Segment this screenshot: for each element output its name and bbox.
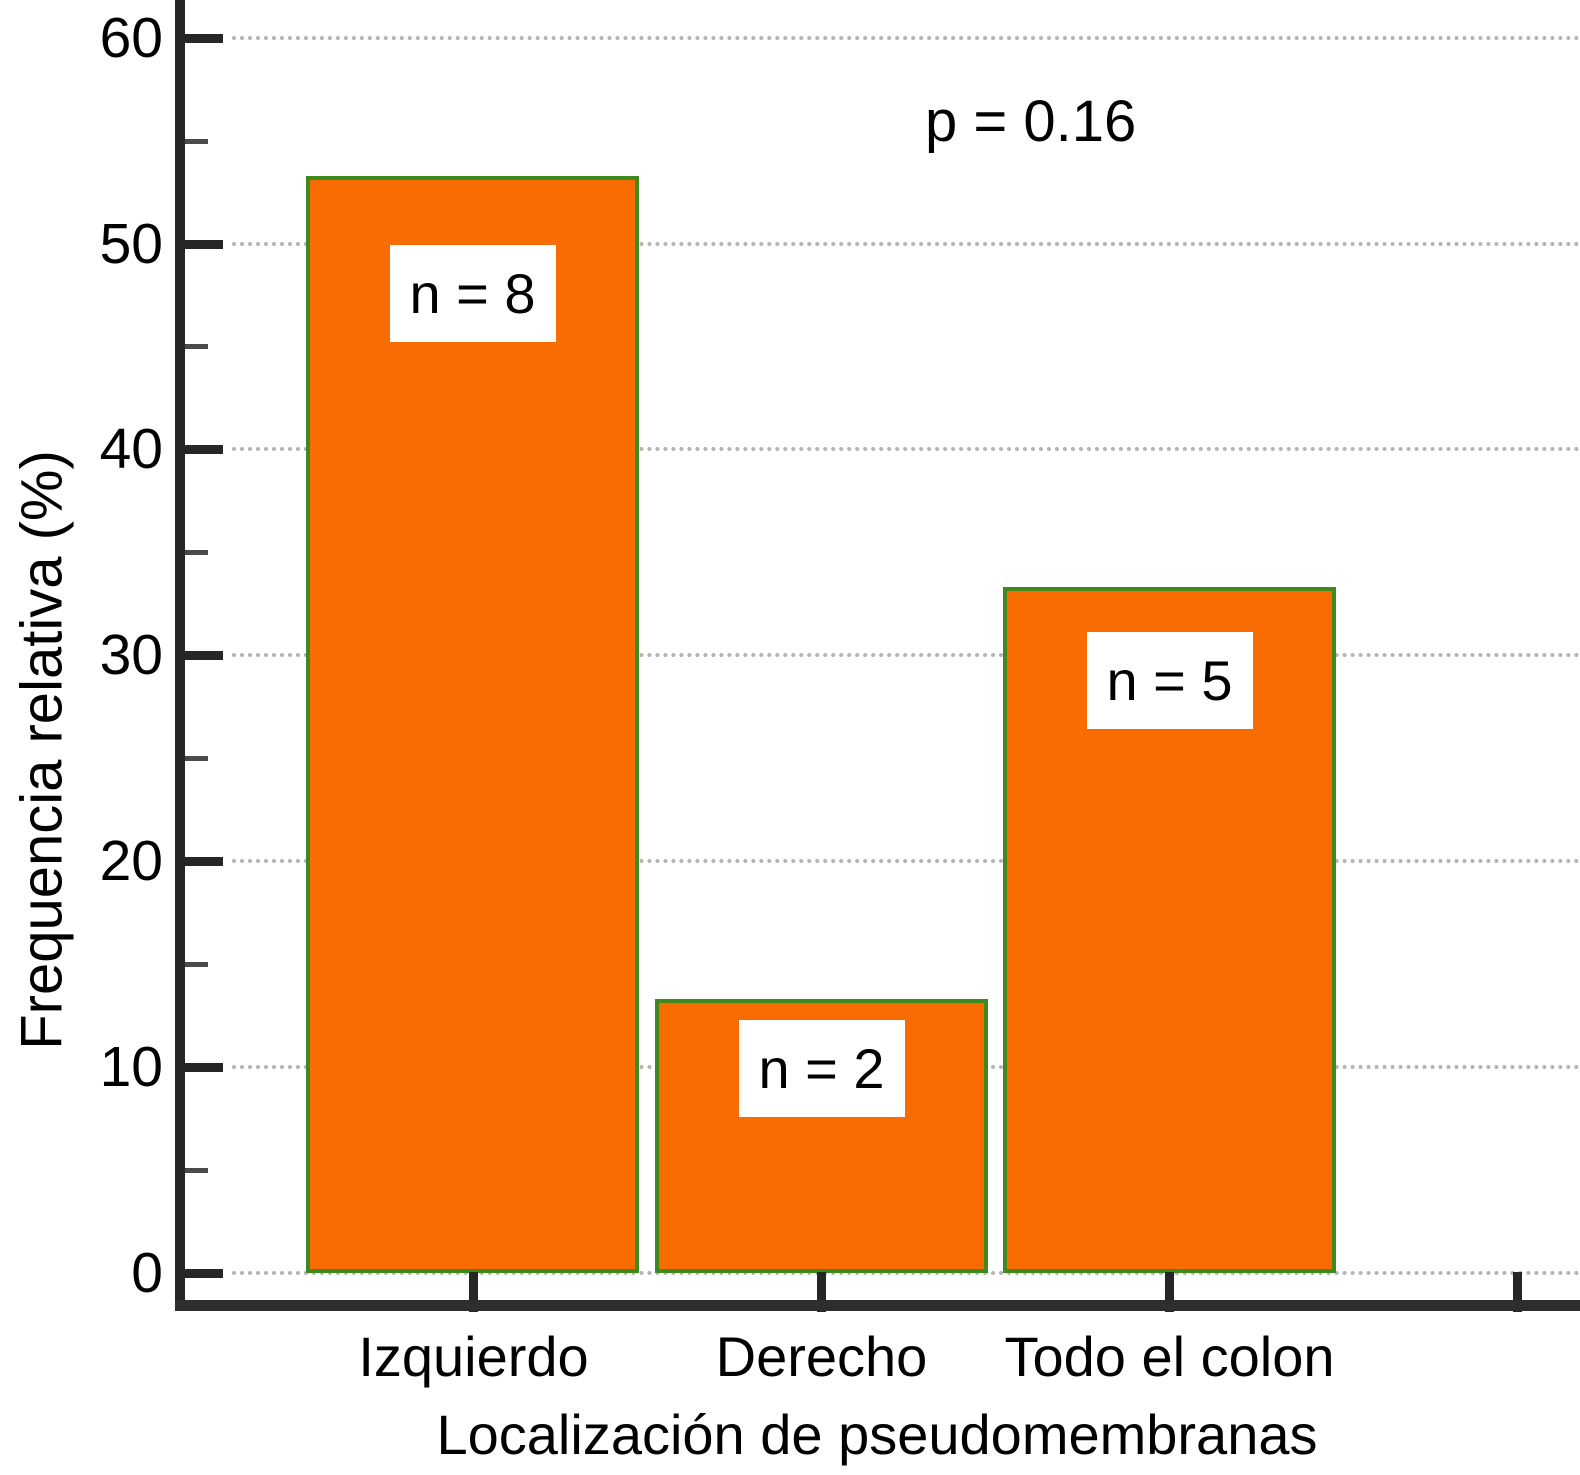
x-axis-tick-0 xyxy=(469,1272,478,1312)
y-axis-line xyxy=(175,0,185,1311)
y-tick-label-30: 30 xyxy=(99,623,163,688)
bar-count-label: n = 5 xyxy=(1086,632,1253,730)
gridline-20 xyxy=(232,859,1580,864)
y-axis-minor-tick-35 xyxy=(185,550,208,556)
bar-derecho: n = 2 xyxy=(655,999,988,1273)
x-tick-label-derecho: Derecho xyxy=(715,1325,928,1388)
y-tick-label-50: 50 xyxy=(99,211,163,276)
y-axis-major-tick-0 xyxy=(185,1269,223,1278)
gridline-0 xyxy=(232,1271,1580,1275)
y-tick-label-40: 40 xyxy=(99,417,163,482)
y-axis-minor-tick-25 xyxy=(185,756,208,762)
y-tick-label-10: 10 xyxy=(99,1035,163,1100)
y-axis-minor-tick-45 xyxy=(185,344,208,350)
p-value-annotation: p = 0.16 xyxy=(925,89,1137,154)
y-axis-minor-tick-15 xyxy=(185,962,208,968)
y-axis-major-tick-60 xyxy=(185,33,223,43)
y-axis-major-tick-30 xyxy=(185,651,223,661)
y-tick-label-20: 20 xyxy=(99,829,163,894)
y-axis-minor-tick-5 xyxy=(185,1168,208,1174)
y-axis-major-tick-50 xyxy=(185,239,223,249)
x-axis-tick-1 xyxy=(817,1272,826,1312)
x-axis-line xyxy=(175,1300,1580,1311)
y-axis-minor-tick-55 xyxy=(185,138,208,144)
bar-count-label: n = 8 xyxy=(389,245,556,343)
y-axis-major-tick-20 xyxy=(185,857,223,867)
y-axis-major-tick-40 xyxy=(185,445,223,455)
gridline-60 xyxy=(232,35,1580,40)
x-axis-title: Localización de pseudomembranas xyxy=(436,1403,1318,1466)
x-tick-label-todo-el-colon: Todo el colon xyxy=(1004,1325,1335,1388)
gridline-30 xyxy=(232,653,1580,658)
y-tick-label-60: 60 xyxy=(99,5,163,70)
bar-todo-el-colon: n = 5 xyxy=(1003,587,1336,1273)
bar-izquierdo: n = 8 xyxy=(306,175,639,1273)
x-axis-tick-3 xyxy=(1513,1272,1522,1312)
y-tick-label-0: 0 xyxy=(131,1241,163,1305)
y-axis-title: Frequencia relativa (%) xyxy=(9,450,75,1050)
gridline-40 xyxy=(232,447,1580,452)
bar-count-label: n = 2 xyxy=(738,1019,905,1117)
x-tick-label-izquierdo: Izquierdo xyxy=(358,1325,589,1388)
x-axis-tick-2 xyxy=(1165,1272,1174,1312)
y-axis-major-tick-10 xyxy=(185,1063,223,1073)
gridline-50 xyxy=(232,241,1580,246)
